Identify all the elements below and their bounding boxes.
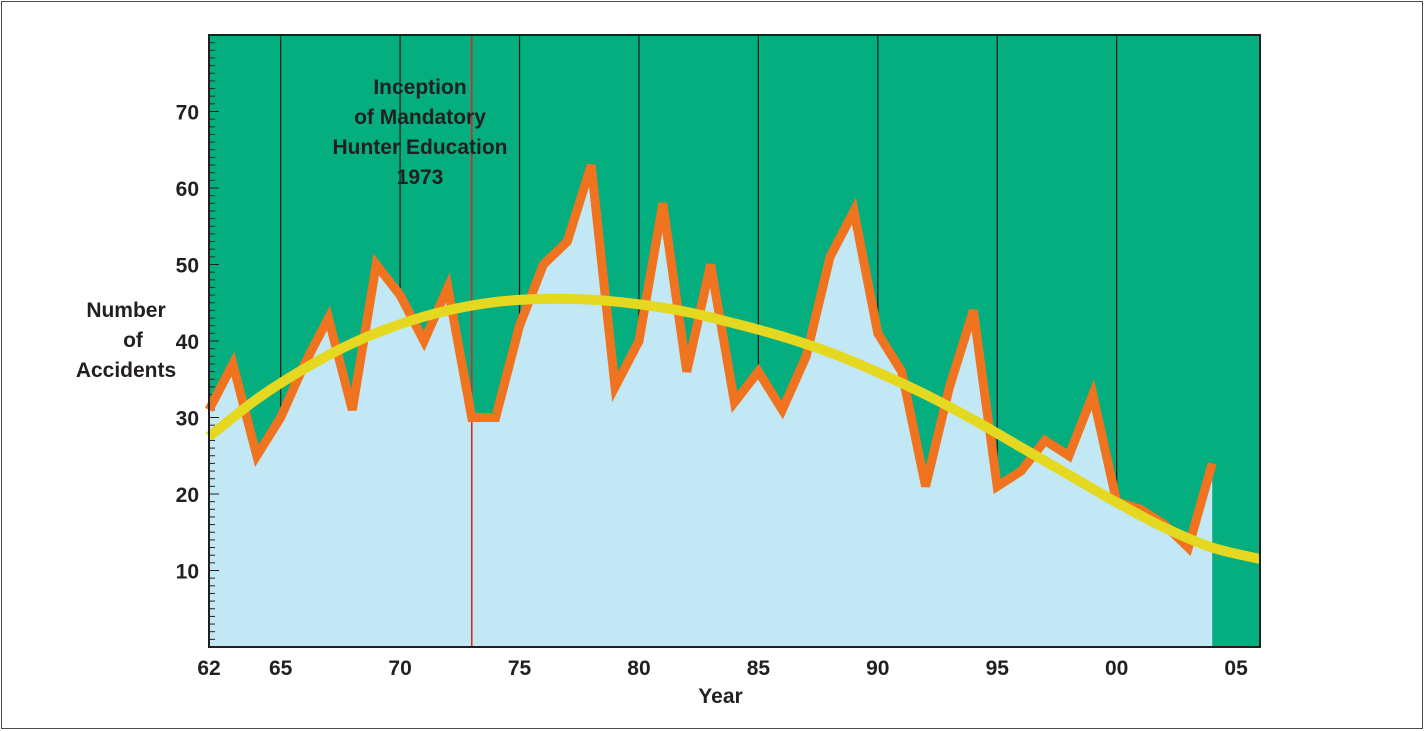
accidents-area: [209, 165, 1213, 648]
y-axis-labels: 10 20 30 40 50 60 70: [176, 102, 199, 584]
x-tick-label: 80: [627, 657, 650, 680]
y-tick-label: 20: [176, 484, 199, 507]
y-axis-title-line: Number: [86, 299, 165, 322]
event-annotation: Inception of Mandatory Hunter Education 197…: [332, 76, 507, 189]
plot-border: [208, 34, 1261, 648]
annotation-line: 1973: [397, 166, 444, 189]
accidents-line: [205, 163, 1217, 556]
x-tick-label: 62: [197, 657, 220, 680]
y-tick-label: 30: [176, 408, 199, 431]
annotation-line: Hunter Education: [332, 136, 507, 159]
y-axis-title-line: of: [123, 329, 144, 352]
y-tick-label: 50: [176, 255, 199, 278]
x-tick-label: 85: [747, 657, 771, 680]
annotation-line: of Mandatory: [354, 106, 486, 129]
y-tick-label: 60: [176, 178, 199, 201]
x-axis-labels: 62 65 70 75 80 85 90 95 00 05: [197, 657, 1248, 680]
y-tick-label: 10: [176, 561, 199, 584]
x-tick-label: 05: [1224, 657, 1248, 680]
y-tick-label: 40: [176, 331, 199, 354]
y-axis-title: Number of Accidents: [76, 299, 176, 382]
x-tick-label: 75: [508, 657, 532, 680]
trend-line: [205, 293, 1262, 564]
x-tick-label: 90: [866, 657, 889, 680]
x-axis-title: Year: [698, 685, 742, 708]
x-tick-label: 00: [1105, 657, 1128, 680]
y-tick-label: 70: [176, 102, 199, 125]
x-tick-label: 95: [986, 657, 1010, 680]
annotation-line: Inception: [373, 76, 466, 99]
y-axis-title-line: Accidents: [76, 359, 176, 382]
x-tick-label: 70: [388, 657, 411, 680]
x-tick-label: 65: [269, 657, 293, 680]
